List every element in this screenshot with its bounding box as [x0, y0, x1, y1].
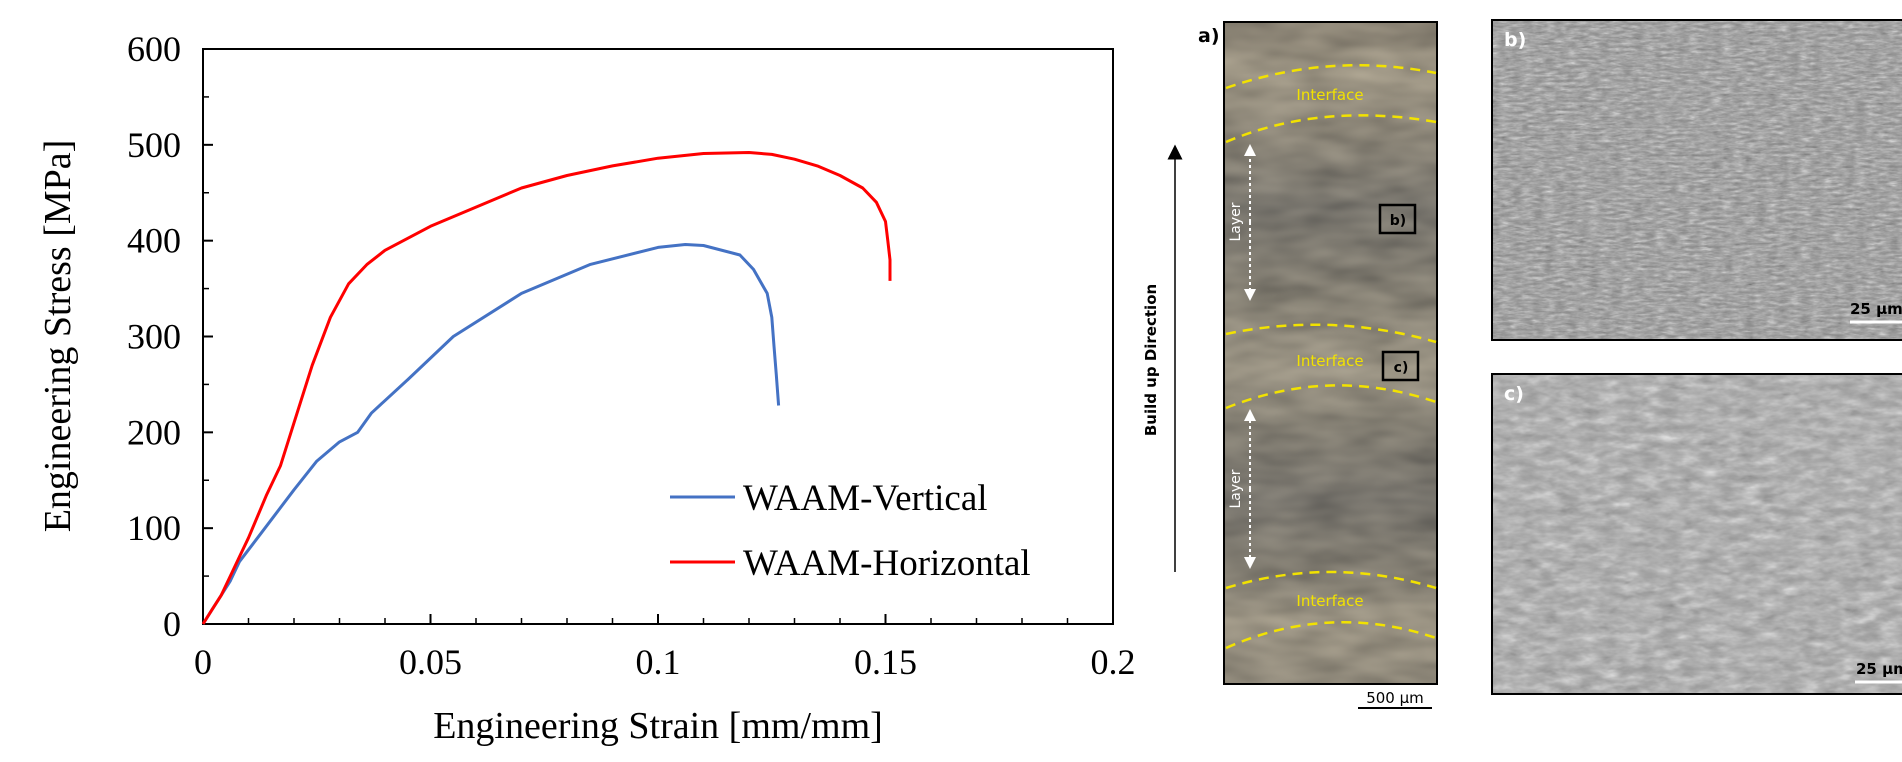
region-box-c-label: c): [1394, 360, 1409, 376]
panel-a-label: a): [1198, 25, 1220, 47]
x-tick-label: 0.2: [1091, 642, 1136, 682]
y-tick-label: 500: [127, 125, 181, 165]
micrograph-b-frame: [1491, 19, 1902, 341]
region-box-b: [1378, 203, 1417, 235]
y-tick-label: 400: [127, 221, 181, 261]
micrograph-panel-a: a) Interface Interface Interface Layer L…: [1198, 21, 1438, 709]
series-line-vertical: [201, 243, 781, 625]
y-tick-label: 200: [127, 412, 181, 452]
interface-line: [1225, 570, 1437, 590]
x-tick-label: 0.05: [399, 642, 462, 682]
build-direction-indicator: Build up Direction: [1142, 144, 1183, 572]
interface-line: [1225, 323, 1437, 344]
plot-frame: [202, 48, 1114, 625]
interface-line: [1225, 384, 1437, 410]
interface-line: [1225, 114, 1437, 144]
interface-lines: [1225, 64, 1437, 650]
series-line-horizontal: [201, 151, 892, 625]
y-tick-label: 100: [127, 508, 181, 548]
micrograph-c-texture: [1492, 374, 1902, 694]
layer-label: Layer: [1228, 469, 1244, 508]
interface-label: Interface: [1296, 592, 1363, 610]
y-tick-label: 600: [127, 29, 181, 69]
x-tick-label: 0.1: [636, 642, 681, 682]
layer-label: Layer: [1228, 202, 1244, 241]
x-axis-label: Engineering Strain [mm/mm]: [433, 705, 883, 747]
x-tick-label: 0.15: [854, 642, 917, 682]
x-axis-ticks: 0 0.05 0.1 0.15 0.2: [194, 614, 1136, 682]
build-direction-label: Build up Direction: [1142, 284, 1160, 436]
interface-label: Interface: [1296, 86, 1363, 104]
y-tick-label: 300: [127, 317, 181, 357]
series-layer: [201, 151, 892, 625]
region-box-c: [1381, 350, 1420, 382]
legend: WAAM-Vertical WAAM-Horizontal: [670, 478, 1031, 584]
micrograph-panel-c: c) 25 µm: [1491, 373, 1902, 695]
micrograph-b-texture: [1492, 20, 1902, 340]
region-box-b-label: b): [1390, 213, 1406, 229]
interface-line: [1225, 621, 1437, 650]
stress-strain-chart: 0 100 200 300 400 500 600 0 0.05 0.1 0.15 0.2 Engi…: [37, 29, 1136, 747]
panel-c-label: c): [1504, 383, 1524, 405]
interface-label: Interface: [1296, 352, 1363, 370]
y-axis-ticks: 0 100 200 300 400 500 600: [127, 29, 213, 644]
micrograph-b-scale-label: 25 µm: [1850, 300, 1902, 318]
micrograph-panel-b: b) 25 µm: [1491, 19, 1902, 341]
x-tick-label: 0: [194, 642, 212, 682]
legend-label-vertical: WAAM-Vertical: [743, 478, 988, 519]
micrograph-c-scale-label: 25 µm: [1856, 660, 1902, 678]
micrograph-c-frame: [1491, 373, 1902, 695]
macro-scale-bar-label: 500 µm: [1366, 689, 1424, 707]
y-axis-label: Engineering Stress [MPa]: [37, 140, 79, 533]
legend-label-horizontal: WAAM-Horizontal: [743, 543, 1031, 584]
panel-b-label: b): [1504, 29, 1526, 51]
y-tick-label: 0: [163, 604, 181, 644]
interface-line: [1225, 64, 1437, 90]
